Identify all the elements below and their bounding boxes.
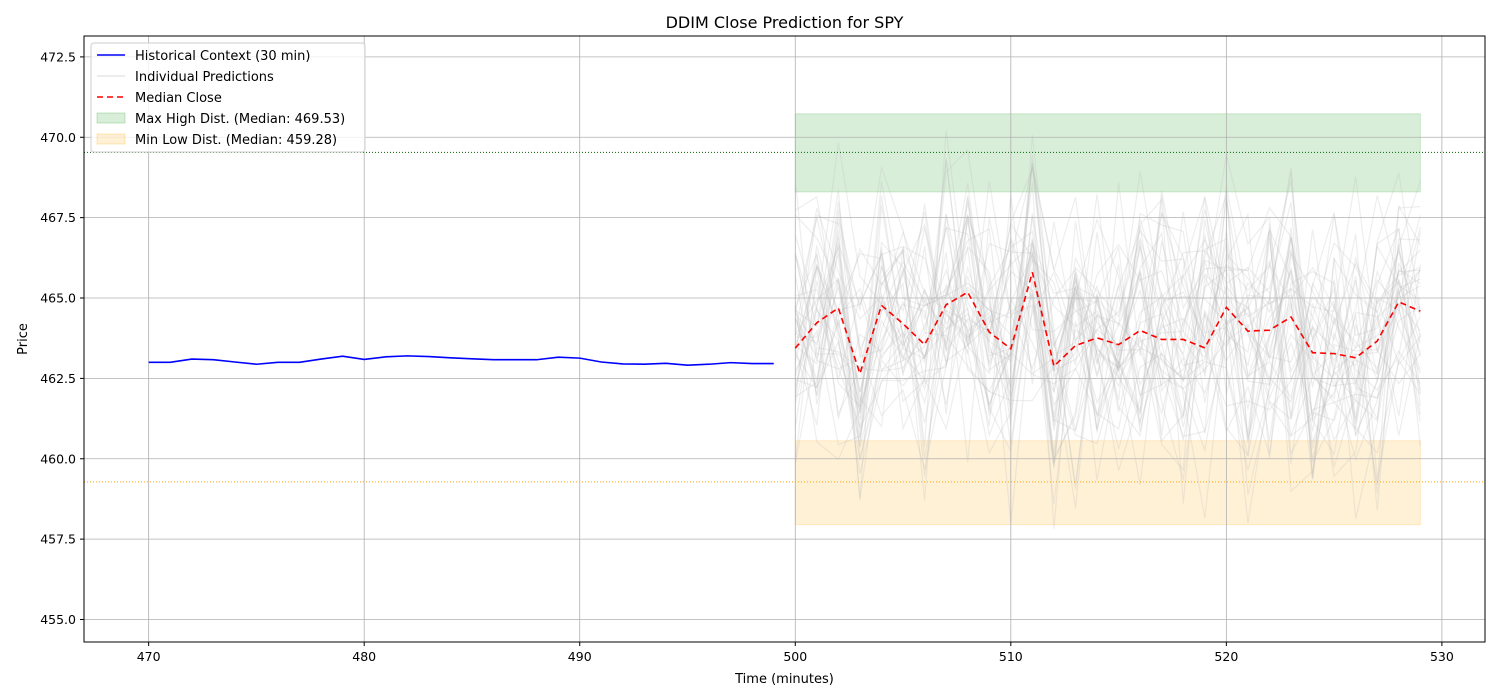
legend: Historical Context (30 min) Individual P… xyxy=(90,42,366,153)
individual-prediction-line xyxy=(794,142,1421,525)
band-1 xyxy=(794,440,1421,526)
individual-prediction-line xyxy=(794,209,1421,464)
individual-prediction-line xyxy=(794,180,1421,460)
individual-prediction-line xyxy=(794,212,1421,481)
y-axis-label: Price xyxy=(16,323,31,355)
individual-prediction-line xyxy=(794,134,1421,465)
legend-swatch-min-low xyxy=(96,133,126,145)
individual-prediction-line xyxy=(794,208,1421,457)
individual-prediction-line xyxy=(794,160,1421,480)
x-tick-label: 510 xyxy=(999,649,1023,664)
individual-prediction-line xyxy=(795,227,1421,431)
individual-prediction-line xyxy=(794,195,1421,485)
individual-prediction-line xyxy=(794,194,1421,404)
x-tick-label: 520 xyxy=(1214,649,1238,664)
legend-label-median: Median Close xyxy=(135,91,222,106)
individual-prediction-line xyxy=(794,167,1421,457)
individual-prediction-line xyxy=(794,162,1421,500)
individual-prediction-line xyxy=(794,238,1421,495)
y-tick-label: 462.5 xyxy=(40,371,76,386)
legend-label-historical: Historical Context (30 min) xyxy=(135,49,310,64)
series-layer xyxy=(84,151,1485,483)
individual-prediction-line xyxy=(794,190,1421,463)
x-axis-label: Time (minutes) xyxy=(734,672,834,687)
y-tick-label: 472.5 xyxy=(40,49,76,64)
y-tick-label: 457.5 xyxy=(40,532,76,547)
y-tick-label: 470.0 xyxy=(40,130,76,145)
individual-prediction-line xyxy=(794,166,1421,431)
individual-prediction-line xyxy=(794,221,1421,466)
x-tick-label: 470 xyxy=(137,649,161,664)
historical-line xyxy=(148,355,774,367)
ticks-layer: 470 480 490 500 510 520 530 455.0 457.5 460.0 462.… xyxy=(40,49,1454,664)
individual-prediction-line xyxy=(794,155,1421,474)
y-tick-label: 467.5 xyxy=(40,210,76,225)
legend-label-max-high: Max High Dist. (Median: 469.53) xyxy=(135,112,345,127)
individual-prediction-line xyxy=(794,148,1421,445)
x-tick-label: 480 xyxy=(352,649,376,664)
individual-prediction-line xyxy=(795,172,1421,499)
individual-prediction-line xyxy=(794,166,1421,519)
legend-swatch-max-high xyxy=(96,112,126,124)
individual-prediction-line xyxy=(795,229,1421,472)
y-tick-label: 465.0 xyxy=(40,291,76,306)
individual-prediction-line xyxy=(794,189,1421,505)
bands-layer xyxy=(794,113,1421,526)
individual-prediction-line xyxy=(794,176,1421,501)
x-tick-label: 490 xyxy=(568,649,592,664)
individual-prediction-line xyxy=(794,195,1421,478)
x-tick-label: 530 xyxy=(1430,649,1454,664)
legend-box xyxy=(90,42,366,153)
individual-prediction-line xyxy=(794,219,1421,472)
individual-prediction-line xyxy=(794,171,1421,529)
x-tick-label: 500 xyxy=(783,649,807,664)
individual-prediction-line xyxy=(794,231,1421,524)
individual-prediction-line xyxy=(794,181,1421,437)
plot-frame xyxy=(83,35,1486,643)
individual-prediction-line xyxy=(794,157,1421,485)
individual-prediction-line xyxy=(794,195,1421,481)
individual-prediction-line xyxy=(794,241,1421,453)
individual-prediction-line xyxy=(794,130,1421,462)
legend-label-predictions: Individual Predictions xyxy=(135,70,274,85)
individual-prediction-line xyxy=(794,194,1421,471)
individual-prediction-line xyxy=(794,216,1421,493)
individual-prediction-line xyxy=(794,181,1421,478)
individual-prediction-line xyxy=(794,218,1421,469)
y-tick-label: 460.0 xyxy=(40,451,76,466)
individual-prediction-line xyxy=(794,154,1421,509)
legend-label-min-low: Min Low Dist. (Median: 459.28) xyxy=(135,133,337,148)
individual-prediction-line xyxy=(794,163,1421,511)
y-tick-label: 455.0 xyxy=(40,612,76,627)
individual-prediction-line xyxy=(794,182,1421,477)
median-close-line xyxy=(794,272,1421,377)
individual-prediction-line xyxy=(795,163,1421,457)
chart-title: DDIM Close Prediction for SPY xyxy=(666,13,904,32)
individual-predictions-layer xyxy=(794,130,1421,529)
